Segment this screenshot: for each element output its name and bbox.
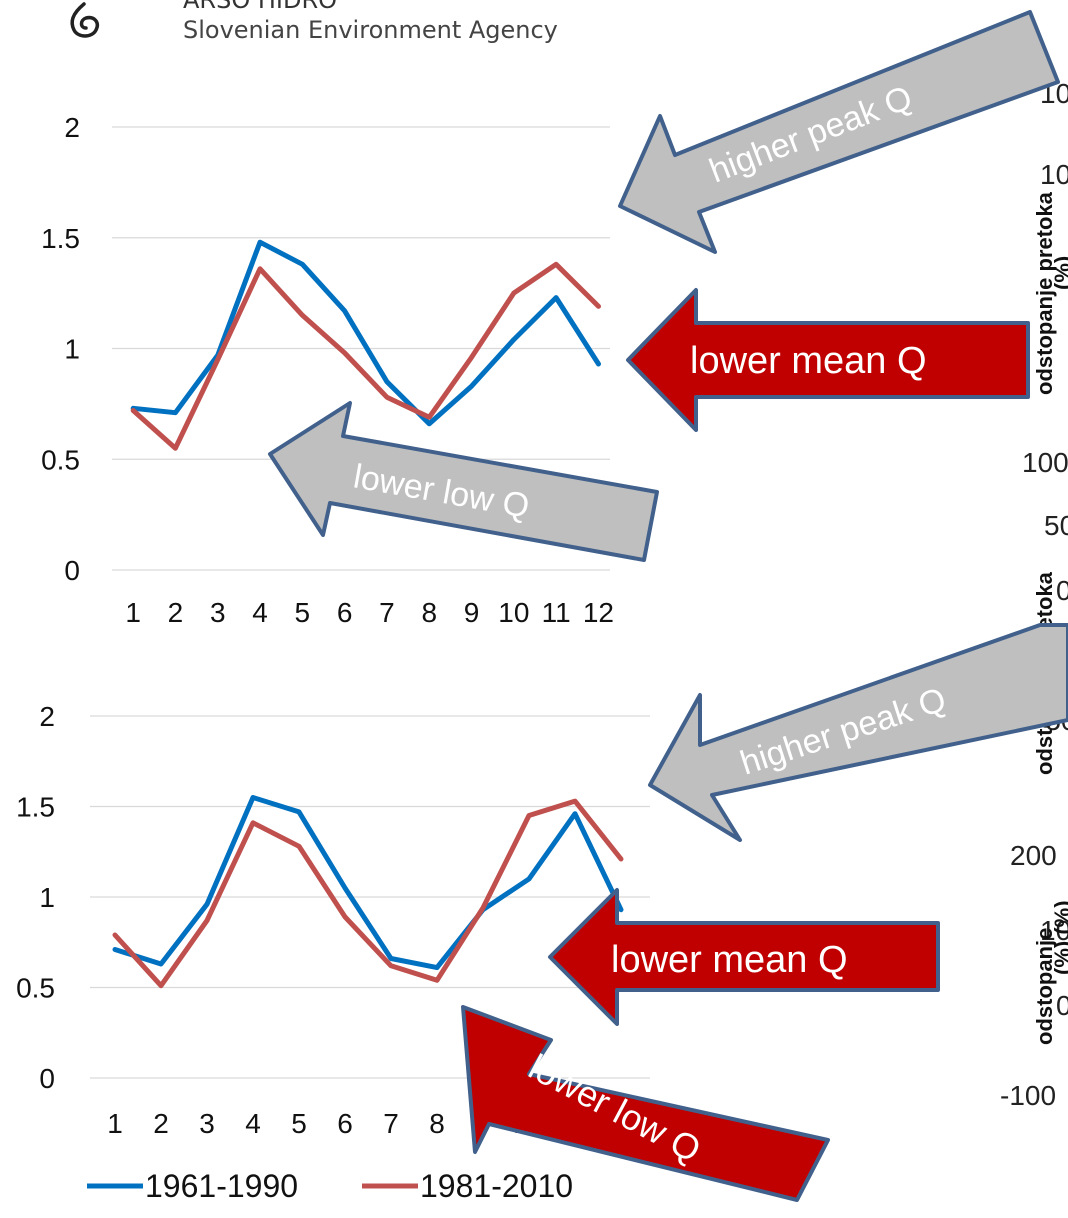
- top-x-tick-label: 11: [542, 597, 571, 628]
- bot-x-tick-label: 3: [199, 1108, 215, 1139]
- top-y-tick-label: 0: [64, 555, 80, 586]
- bot-x-tick-label: 5: [291, 1108, 307, 1139]
- bottom-lower-mean-label: lower mean Q: [611, 939, 848, 981]
- right-tick-bot-2: 100: [1040, 915, 1068, 946]
- top-y-tick-label: 1: [64, 334, 80, 365]
- bot-y-tick-label: 0: [39, 1063, 55, 1094]
- logo-subtitle: Slovenian Environment Agency: [183, 16, 558, 44]
- arso-logo-icon: [70, 2, 99, 38]
- bottom-chart-gridlines: [90, 715, 650, 1079]
- bottom-higher-peak-arrow: higher peak Q: [648, 623, 1068, 842]
- bot-y-tick-label: 1.5: [16, 792, 55, 823]
- top-series-line-1961-1990: [130, 239, 601, 427]
- bot-x-tick-label: 4: [245, 1108, 261, 1139]
- top-y-tick-label: 2: [64, 112, 80, 143]
- bot-x-tick-label: 1: [107, 1108, 123, 1139]
- top-y-tick-label: 0.5: [41, 444, 80, 475]
- bot-y-tick-label: 0.5: [16, 973, 55, 1004]
- top-x-tick-label: 4: [252, 597, 268, 628]
- top-lower-mean-label: lower mean Q: [690, 340, 927, 382]
- right-axis-title-top: odstopanje pretoka: [1032, 191, 1057, 395]
- right-axis-title-top-sub: (%): [1050, 256, 1068, 290]
- top-x-tick-label: 10: [498, 597, 529, 628]
- legend-label-1961-1990: 1961-1990: [145, 1168, 298, 1204]
- right-tick-mid-1: 100: [1022, 447, 1068, 478]
- top-x-tick-label: 8: [421, 597, 437, 628]
- right-tick-mid-3: 0: [1056, 575, 1068, 606]
- top-chart-x-ticks: 1 2 3 4 5 6 7 8 9 10 11 12: [125, 597, 614, 628]
- right-axis-title-bottom-sub: (%) (%): [1050, 900, 1068, 975]
- bot-x-tick-label: 6: [337, 1108, 353, 1139]
- bot-series-line-1961-1990: [112, 795, 624, 971]
- bottom-chart-series: [112, 795, 624, 989]
- bottom-lower-mean-arrow: lower mean Q: [548, 888, 940, 1026]
- top-x-tick-label: 6: [337, 597, 353, 628]
- top-x-tick-label: 2: [168, 597, 184, 628]
- top-higher-peak-arrow: higher peak Q: [618, 10, 1060, 254]
- top-x-tick-label: 1: [125, 597, 141, 628]
- bot-x-tick-label: 2: [153, 1108, 169, 1139]
- legend-label-1981-2010: 1981-2010: [420, 1168, 573, 1204]
- right-panel-bottom: 200 100 0 -100 odstopanje (%) (%): [1000, 840, 1068, 1111]
- top-y-tick-label: 1.5: [41, 223, 80, 254]
- right-tick-mid-2: 50: [1044, 510, 1068, 541]
- top-chart-y-ticks: 0 0.5 1 1.5 2: [41, 112, 80, 586]
- legend: 1961-1990 1981-2010: [87, 1168, 573, 1204]
- top-lower-mean-arrow: lower mean Q: [626, 288, 1030, 432]
- right-tick-bot-3: 0: [1056, 990, 1068, 1021]
- top-x-tick-label: 3: [210, 597, 226, 628]
- bot-series-line-1981-2010: [112, 798, 624, 989]
- top-lower-low-arrow: lower low Q: [268, 401, 659, 562]
- right-panel-top: 100 100 odstopanje pretoka (%): [1032, 78, 1068, 395]
- top-x-tick-label: 5: [295, 597, 311, 628]
- right-tick-bot-1: 200: [1010, 840, 1057, 871]
- bot-y-tick-label: 2: [39, 701, 55, 732]
- top-x-tick-label: 12: [583, 597, 614, 628]
- logo-title: ARSO HIDRO: [183, 0, 338, 14]
- top-x-tick-label: 7: [379, 597, 395, 628]
- top-series-line-1981-2010: [130, 261, 601, 451]
- bottom-chart-y-ticks: 0 0.5 1 1.5 2: [16, 701, 55, 1094]
- bot-y-tick-label: 1: [39, 882, 55, 913]
- top-x-tick-label: 9: [464, 597, 480, 628]
- bot-x-tick-label: 8: [429, 1108, 445, 1139]
- top-chart-gridlines: [112, 126, 610, 571]
- right-tick-bot-4: -100: [1000, 1080, 1056, 1111]
- bot-x-tick-label: 7: [383, 1108, 399, 1139]
- right-axis-title-bottom: odstopanje: [1032, 928, 1057, 1045]
- top-chart-series: [130, 239, 601, 451]
- right-tick-top-2: 100: [1040, 159, 1068, 190]
